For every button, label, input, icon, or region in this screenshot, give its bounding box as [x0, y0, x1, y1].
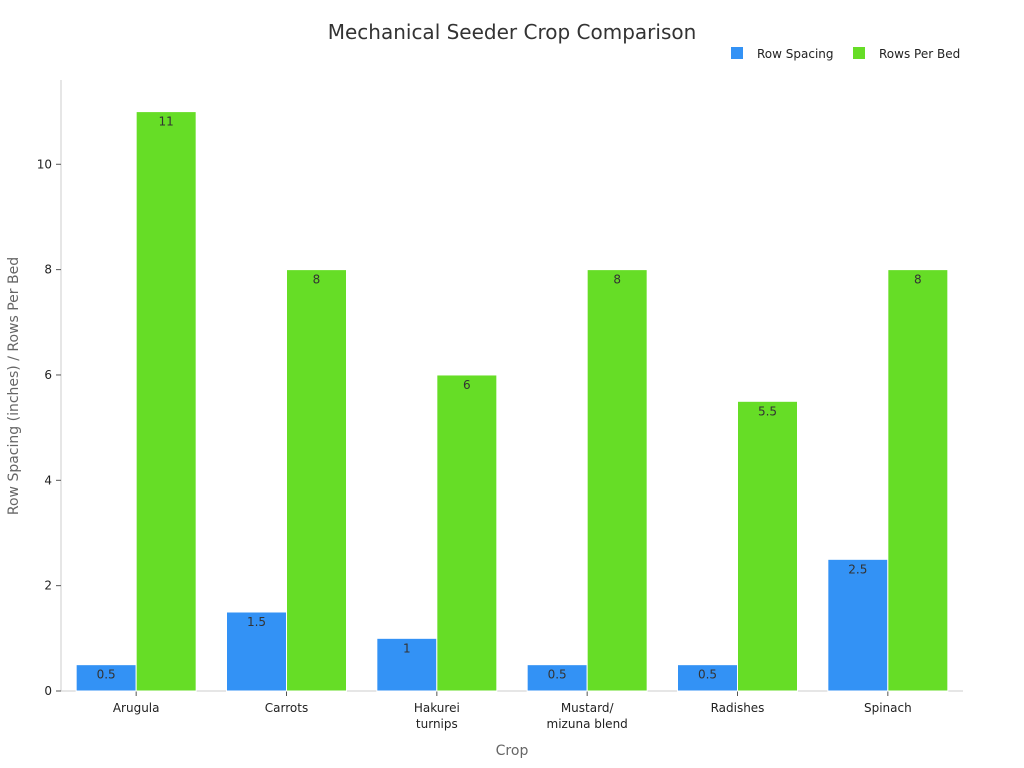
data-label: 8 [613, 273, 621, 287]
bar-row-spacing [75, 664, 137, 692]
bar-rows-per-bed [887, 269, 949, 692]
axes: 0 2 4 6 8 10 Arugula Carrots Hakurei turnips Musta… [37, 80, 963, 731]
bar-row-spacing [226, 611, 287, 692]
bar-rows-per-bed [135, 111, 197, 692]
bar-rows-per-bed [586, 269, 648, 692]
data-label: 0.5 [97, 668, 116, 682]
data-label: 6 [463, 378, 471, 392]
x-tick-label: Hakurei [414, 701, 460, 715]
y-axis-title: Row Spacing (inches) / Rows Per Bed [6, 257, 22, 515]
chart-title: Mechanical Seeder Crop Comparison [327, 20, 697, 44]
x-tick-label: Spinach [864, 701, 912, 715]
x-tick-label: turnips [416, 717, 458, 731]
bar-row-spacing [526, 664, 588, 692]
data-label: 11 [159, 115, 174, 129]
y-tick-label: 8 [44, 263, 52, 277]
data-label: 2.5 [848, 562, 867, 576]
legend-label: Rows Per Bed [879, 47, 960, 61]
y-tick-label: 10 [37, 157, 52, 171]
x-tick-label: mizuna blend [547, 717, 628, 731]
x-tick-label: Radishes [711, 701, 765, 715]
y-tick-label: 4 [44, 473, 52, 487]
bar-row-spacing [677, 664, 738, 692]
data-label: 8 [313, 273, 321, 287]
bar-rows-per-bed [286, 269, 347, 692]
bars [75, 111, 949, 692]
data-label: 8 [914, 273, 922, 287]
data-label: 5.5 [758, 404, 777, 418]
legend-swatch [731, 47, 743, 59]
data-labels: 0.5 11 1.5 8 1 6 0.5 8 0.5 5.5 2.5 8 [97, 115, 922, 682]
legend: Row Spacing Rows Per Bed [731, 47, 960, 61]
x-tick-label: Arugula [113, 701, 160, 715]
bar-row-spacing [827, 558, 889, 692]
bar-rows-per-bed [436, 374, 498, 692]
y-tick-label: 2 [44, 579, 52, 593]
y-tick-label: 6 [44, 368, 52, 382]
bar-rows-per-bed [737, 400, 798, 692]
data-label: 1 [403, 641, 411, 655]
legend-swatch [853, 47, 865, 59]
data-label: 0.5 [698, 668, 717, 682]
legend-label: Row Spacing [757, 47, 834, 61]
y-tick-label: 0 [44, 684, 52, 698]
data-label: 0.5 [548, 668, 567, 682]
x-axis-title: Crop [496, 743, 529, 759]
x-tick-label: Carrots [265, 701, 308, 715]
data-label: 1.5 [247, 615, 266, 629]
x-tick-label: Mustard/ [561, 701, 615, 715]
